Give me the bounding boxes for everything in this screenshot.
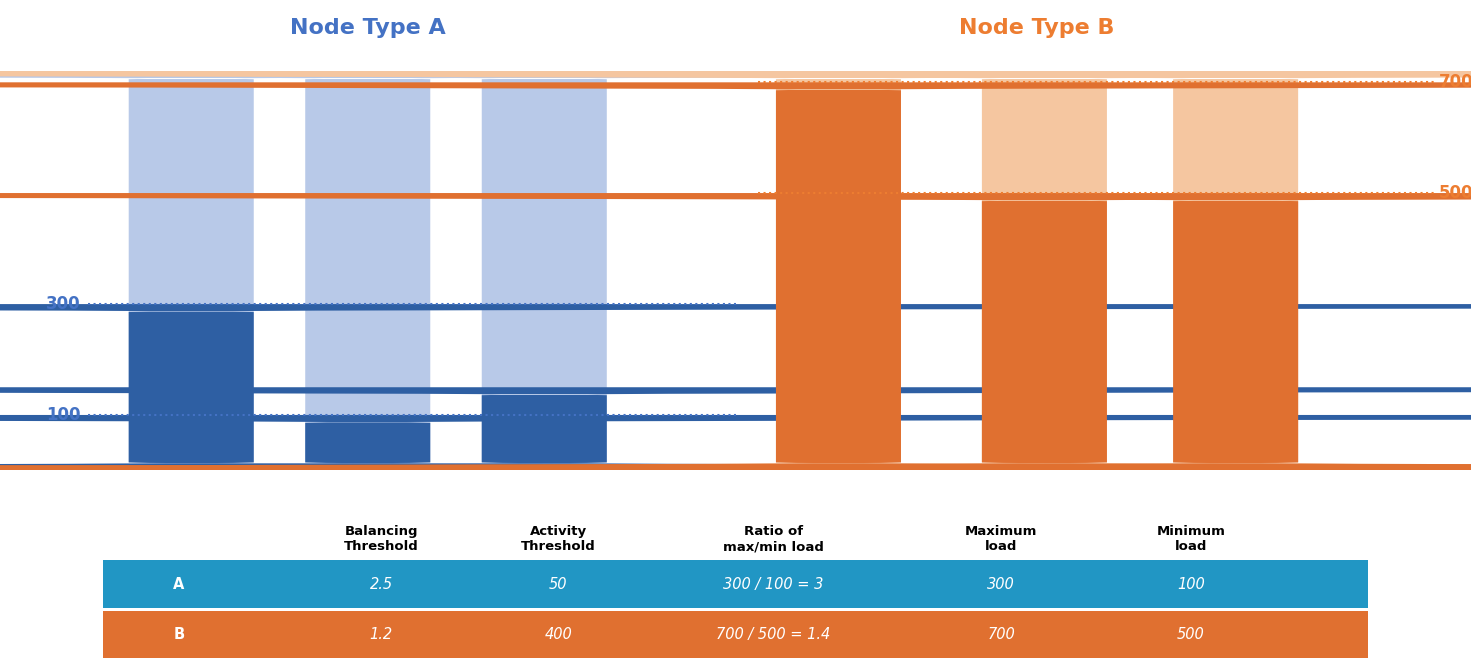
Text: Node Type B: Node Type B [959, 18, 1115, 38]
Text: 100: 100 [47, 406, 81, 424]
Text: 2.5: 2.5 [369, 577, 393, 591]
FancyBboxPatch shape [0, 194, 1471, 470]
Text: A: A [174, 577, 184, 591]
FancyBboxPatch shape [0, 71, 1471, 470]
Text: 50: 50 [549, 577, 568, 591]
Text: 300 / 100 = 3: 300 / 100 = 3 [724, 577, 824, 591]
Text: 300: 300 [46, 295, 81, 313]
Text: 700: 700 [987, 627, 1015, 642]
FancyBboxPatch shape [0, 71, 1471, 470]
Text: B: B [174, 627, 184, 642]
Text: 400: 400 [544, 627, 572, 642]
Text: 1.2: 1.2 [369, 627, 393, 642]
FancyBboxPatch shape [0, 71, 1471, 470]
Text: 300: 300 [987, 577, 1015, 591]
Text: Minimum
load: Minimum load [1156, 526, 1225, 554]
Text: 500: 500 [1177, 627, 1205, 642]
Text: 100: 100 [1177, 577, 1205, 591]
Text: 700 / 500 = 1.4: 700 / 500 = 1.4 [716, 627, 831, 642]
FancyBboxPatch shape [0, 304, 1471, 470]
FancyBboxPatch shape [0, 71, 1471, 470]
FancyBboxPatch shape [0, 71, 1471, 470]
Text: Node Type A: Node Type A [290, 18, 446, 38]
Text: Balancing
Threshold: Balancing Threshold [344, 526, 419, 554]
Text: 700: 700 [1439, 73, 1471, 91]
FancyBboxPatch shape [0, 387, 1471, 470]
FancyBboxPatch shape [0, 194, 1471, 470]
FancyBboxPatch shape [0, 83, 1471, 470]
Text: Activity
Threshold: Activity Threshold [521, 526, 596, 554]
Text: Ratio of
max/min load: Ratio of max/min load [724, 526, 824, 554]
FancyBboxPatch shape [0, 415, 1471, 470]
Text: Maximum
load: Maximum load [965, 526, 1037, 554]
FancyBboxPatch shape [103, 560, 1368, 607]
FancyBboxPatch shape [0, 71, 1471, 470]
FancyBboxPatch shape [103, 611, 1368, 659]
Text: 500: 500 [1439, 184, 1471, 202]
